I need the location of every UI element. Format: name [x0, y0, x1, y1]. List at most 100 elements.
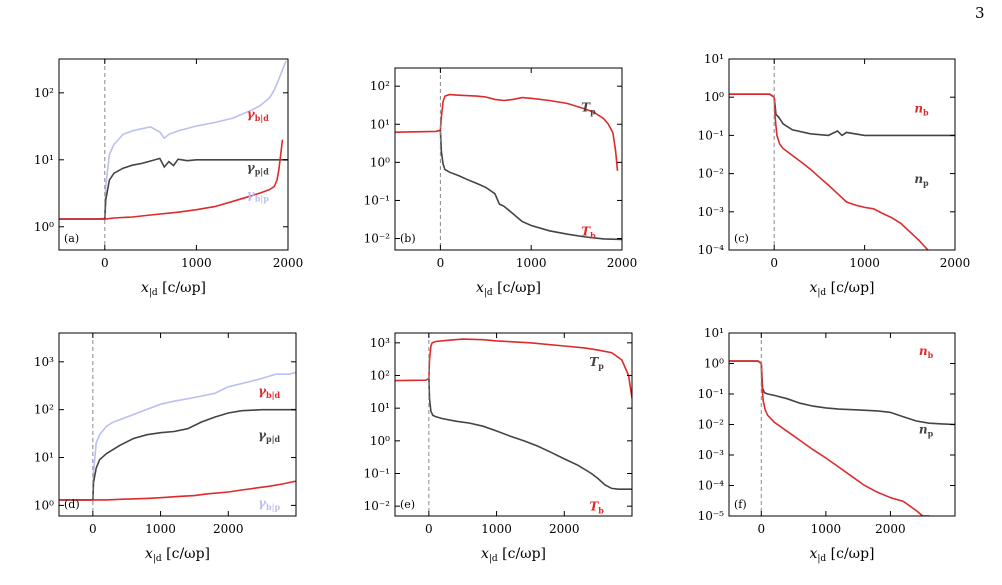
- panel-b: 0 1000 2000 10⁻² 10⁻¹ 10⁰ 10¹ 10² (b) Tb Tp x|d [c/…: [364, 67, 638, 298]
- y-tick-label: 10⁻¹: [364, 193, 390, 207]
- y-tick-label: 10³: [34, 355, 54, 369]
- y-tick-label: 10⁻⁴: [698, 243, 725, 257]
- y-tick-label: 10²: [34, 403, 54, 417]
- x-tick-label: 1000: [145, 522, 176, 536]
- series-line-d-2: [59, 480, 296, 501]
- series-line-d-0: [59, 371, 296, 501]
- y-tick-label: 10⁻¹: [698, 128, 724, 142]
- x-tick-label: 1000: [481, 522, 512, 536]
- series-label-γb|p: γb|p: [247, 187, 269, 203]
- series-line-a-2: [59, 139, 284, 220]
- x-axis-label: x|d [c/ωp]: [809, 280, 874, 298]
- series-label-Tp: Tp: [589, 355, 604, 371]
- panel-c: 0 1000 2000 10⁻⁴ 10⁻³ 10⁻² 10⁻¹ 10⁰ 10¹ (c) np nb x|…: [698, 52, 971, 298]
- y-tick-label: 10⁻⁴: [698, 479, 725, 493]
- series-line-b-1: [439, 130, 622, 241]
- series-line-a-0: [59, 60, 287, 220]
- axes-frame: [394, 67, 623, 251]
- page-number: 3: [975, 4, 985, 22]
- series-line-e-1: [428, 378, 632, 490]
- panel-e: 0 1000 2000 10⁻² 10⁻¹ 10⁰ 10¹ 10² 10³ (e) Tb Tp x|d …: [364, 332, 633, 564]
- panel-label: (b): [400, 232, 416, 245]
- series-label-Tp: Tp: [581, 101, 596, 117]
- axes-frame: [58, 58, 289, 251]
- axes-frame: [394, 332, 633, 517]
- x-tick-label: 2000: [549, 522, 580, 536]
- axes-frame: [58, 332, 297, 517]
- series-label-γb|p: γb|p: [258, 496, 280, 512]
- y-tick-label: 10⁰: [34, 220, 54, 234]
- y-tick-label: 10⁰: [34, 498, 54, 512]
- x-tick-label: 2000: [607, 256, 638, 270]
- y-tick-label: 10⁻³: [698, 448, 725, 462]
- x-tick-label: 1000: [181, 256, 212, 270]
- x-tick-label: 0: [425, 522, 433, 536]
- x-tick-label: 2000: [940, 256, 971, 270]
- x-axis-label: x|d [c/ωp]: [141, 280, 206, 298]
- x-tick-label: 2000: [875, 522, 906, 536]
- y-tick-label: 10¹: [34, 153, 54, 167]
- x-axis-label: x|d [c/ωp]: [481, 546, 546, 564]
- x-tick-label: 1000: [849, 256, 880, 270]
- series-line-c-1: [729, 93, 929, 250]
- x-tick-label: 1000: [811, 522, 842, 536]
- y-tick-label: 10⁻¹: [364, 466, 390, 480]
- axes-frame: [728, 58, 956, 251]
- y-tick-label: 10¹: [370, 401, 390, 415]
- y-tick-label: 10¹: [370, 117, 390, 131]
- series-line-f-1: [729, 360, 930, 516]
- x-tick-label: 2000: [213, 522, 244, 536]
- x-tick-label: 2000: [273, 256, 304, 270]
- y-tick-label: 10⁻²: [698, 167, 725, 181]
- series-line-b-0: [395, 93, 619, 171]
- y-tick-label: 10⁻³: [698, 205, 725, 219]
- panel-label: (c): [734, 232, 749, 245]
- y-tick-label: 10²: [34, 86, 54, 100]
- series-label-np: np: [914, 172, 929, 188]
- series-label-γb|d: γb|d: [258, 384, 280, 400]
- series-label-nb: nb: [919, 344, 934, 360]
- y-tick-label: 10⁰: [370, 434, 390, 448]
- y-tick-label: 10⁰: [704, 90, 724, 104]
- y-tick-label: 10⁻⁵: [698, 509, 725, 523]
- series-line-d-1: [59, 408, 296, 501]
- panel-label: (f): [734, 498, 747, 511]
- y-tick-label: 10⁰: [370, 155, 390, 169]
- y-tick-label: 10²: [370, 369, 390, 383]
- series-label-Tb: Tb: [581, 224, 596, 240]
- panel-label: (a): [64, 232, 79, 245]
- series-label-Tb: Tb: [589, 500, 604, 516]
- panel-d: 0 1000 2000 10⁰ 10¹ 10² 10³ (d) γb|p γp|d γb|d x|d …: [34, 332, 297, 564]
- x-tick-label: 0: [101, 256, 109, 270]
- series-line-e-0: [395, 338, 632, 399]
- series-label-γb|d: γb|d: [247, 107, 269, 123]
- panel-label: (d): [64, 498, 80, 511]
- y-tick-label: 10¹: [704, 52, 724, 66]
- x-tick-label: 0: [757, 522, 765, 536]
- panel-label: (e): [400, 498, 415, 511]
- x-tick-label: 0: [437, 256, 445, 270]
- y-tick-label: 10⁰: [704, 357, 724, 371]
- panel-a: 0 1000 2000 10⁰ 10¹ 10² (a) γb|p γp|d γb|d x|d [c/…: [34, 58, 304, 298]
- y-tick-label: 10⁻²: [364, 232, 391, 246]
- x-tick-label: 1000: [516, 256, 547, 270]
- y-tick-label: 10⁻²: [364, 499, 391, 513]
- x-tick-label: 0: [770, 256, 778, 270]
- series-label-np: np: [919, 423, 934, 439]
- x-axis-label: x|d [c/ωp]: [809, 546, 874, 564]
- series-label-γp|d: γp|d: [258, 428, 280, 444]
- series-label-γp|d: γp|d: [247, 161, 269, 177]
- x-tick-label: 0: [89, 522, 97, 536]
- y-tick-label: 10⁻²: [698, 418, 725, 432]
- y-tick-label: 10¹: [34, 451, 54, 465]
- series-label-nb: nb: [914, 101, 929, 117]
- panel-f: 0 1000 2000 10⁻⁵ 10⁻⁴ 10⁻³ 10⁻² 10⁻¹ 10⁰ 10¹ (f) np…: [698, 326, 956, 564]
- y-tick-label: 10²: [370, 79, 390, 93]
- y-tick-label: 10¹: [704, 326, 724, 340]
- y-tick-label: 10³: [370, 336, 390, 350]
- x-axis-label: x|d [c/ωp]: [476, 280, 541, 298]
- series-line-a-1: [59, 157, 288, 220]
- y-tick-label: 10⁻¹: [698, 387, 724, 401]
- x-axis-label: x|d [c/ωp]: [145, 546, 210, 564]
